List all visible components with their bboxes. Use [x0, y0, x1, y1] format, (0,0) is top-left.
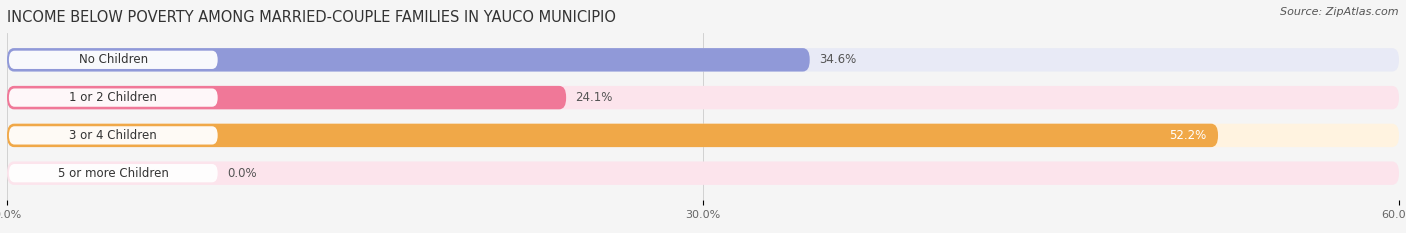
- FancyBboxPatch shape: [7, 161, 1399, 185]
- Text: 24.1%: 24.1%: [575, 91, 613, 104]
- FancyBboxPatch shape: [7, 48, 1399, 72]
- Text: Source: ZipAtlas.com: Source: ZipAtlas.com: [1281, 7, 1399, 17]
- Text: INCOME BELOW POVERTY AMONG MARRIED-COUPLE FAMILIES IN YAUCO MUNICIPIO: INCOME BELOW POVERTY AMONG MARRIED-COUPL…: [7, 10, 616, 24]
- FancyBboxPatch shape: [7, 86, 567, 109]
- Text: 1 or 2 Children: 1 or 2 Children: [69, 91, 157, 104]
- FancyBboxPatch shape: [7, 124, 1399, 147]
- FancyBboxPatch shape: [8, 89, 218, 107]
- FancyBboxPatch shape: [8, 126, 218, 144]
- FancyBboxPatch shape: [8, 164, 218, 182]
- FancyBboxPatch shape: [7, 48, 810, 72]
- Text: 52.2%: 52.2%: [1170, 129, 1206, 142]
- FancyBboxPatch shape: [7, 86, 1399, 109]
- FancyBboxPatch shape: [8, 51, 218, 69]
- Text: 5 or more Children: 5 or more Children: [58, 167, 169, 180]
- Text: 3 or 4 Children: 3 or 4 Children: [69, 129, 157, 142]
- Text: No Children: No Children: [79, 53, 148, 66]
- Text: 34.6%: 34.6%: [818, 53, 856, 66]
- FancyBboxPatch shape: [7, 124, 1218, 147]
- Text: 0.0%: 0.0%: [228, 167, 257, 180]
